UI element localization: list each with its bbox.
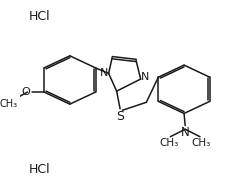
Text: CH₃: CH₃ xyxy=(159,138,179,148)
Text: HCl: HCl xyxy=(29,10,50,23)
Text: N: N xyxy=(141,72,149,82)
Text: CH₃: CH₃ xyxy=(0,99,18,109)
Text: CH₃: CH₃ xyxy=(191,138,211,148)
Text: HCl: HCl xyxy=(29,163,50,176)
Text: N: N xyxy=(181,126,189,140)
Text: S: S xyxy=(116,110,124,123)
Text: N: N xyxy=(99,68,108,78)
Text: O: O xyxy=(21,87,30,97)
